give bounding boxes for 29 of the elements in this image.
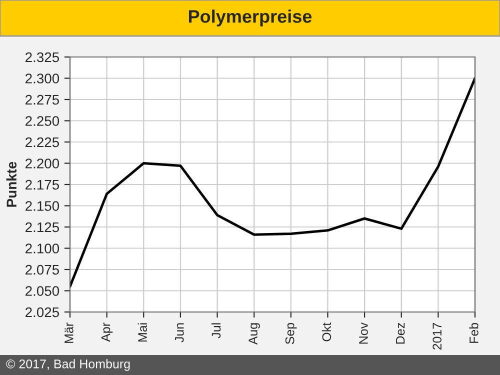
x-tick-label: Dez xyxy=(396,323,405,344)
x-tick-label: Jul xyxy=(211,323,221,338)
x-tick-label: Nov xyxy=(359,322,368,344)
text: © 2017, Bad Homburg xyxy=(6,359,130,371)
y-tick-label: 2.300 xyxy=(26,74,60,84)
y-tick-label: 2.275 xyxy=(26,94,60,105)
y-tick-label: 2.025 xyxy=(26,307,60,318)
y-tick-label: 2.325 xyxy=(26,52,60,62)
y-tick-label: 2.250 xyxy=(26,116,60,126)
x-tick-label: Apr xyxy=(101,322,113,342)
y-tick-label: 2.100 xyxy=(26,244,60,254)
y-tick-label: 2.075 xyxy=(26,264,60,275)
y-tick-label: 2.175 xyxy=(26,180,60,190)
x-tick-label: 2017 xyxy=(432,323,442,350)
chart-title: Polymerpreise xyxy=(188,10,312,26)
line-series xyxy=(70,77,475,288)
x-tick-label: Feb xyxy=(469,322,478,343)
y-tick-label: 2.225 xyxy=(26,137,60,148)
x-tick-label: Jun xyxy=(175,323,184,342)
y-tick-label: 2.150 xyxy=(26,201,60,211)
y-axis-title: Punkte xyxy=(6,162,17,207)
x-tick-label: Mär xyxy=(64,322,74,343)
y-tick-label: 2.050 xyxy=(26,286,60,296)
x-tick-label: Sep xyxy=(285,322,297,344)
y-tick-label: 2.125 xyxy=(26,222,60,232)
y-tick-label: 2.200 xyxy=(26,158,60,168)
x-tick-label: Aug xyxy=(248,323,260,345)
x-tick-label: Okt xyxy=(322,322,332,342)
x-tick-label: Mai xyxy=(138,323,147,342)
